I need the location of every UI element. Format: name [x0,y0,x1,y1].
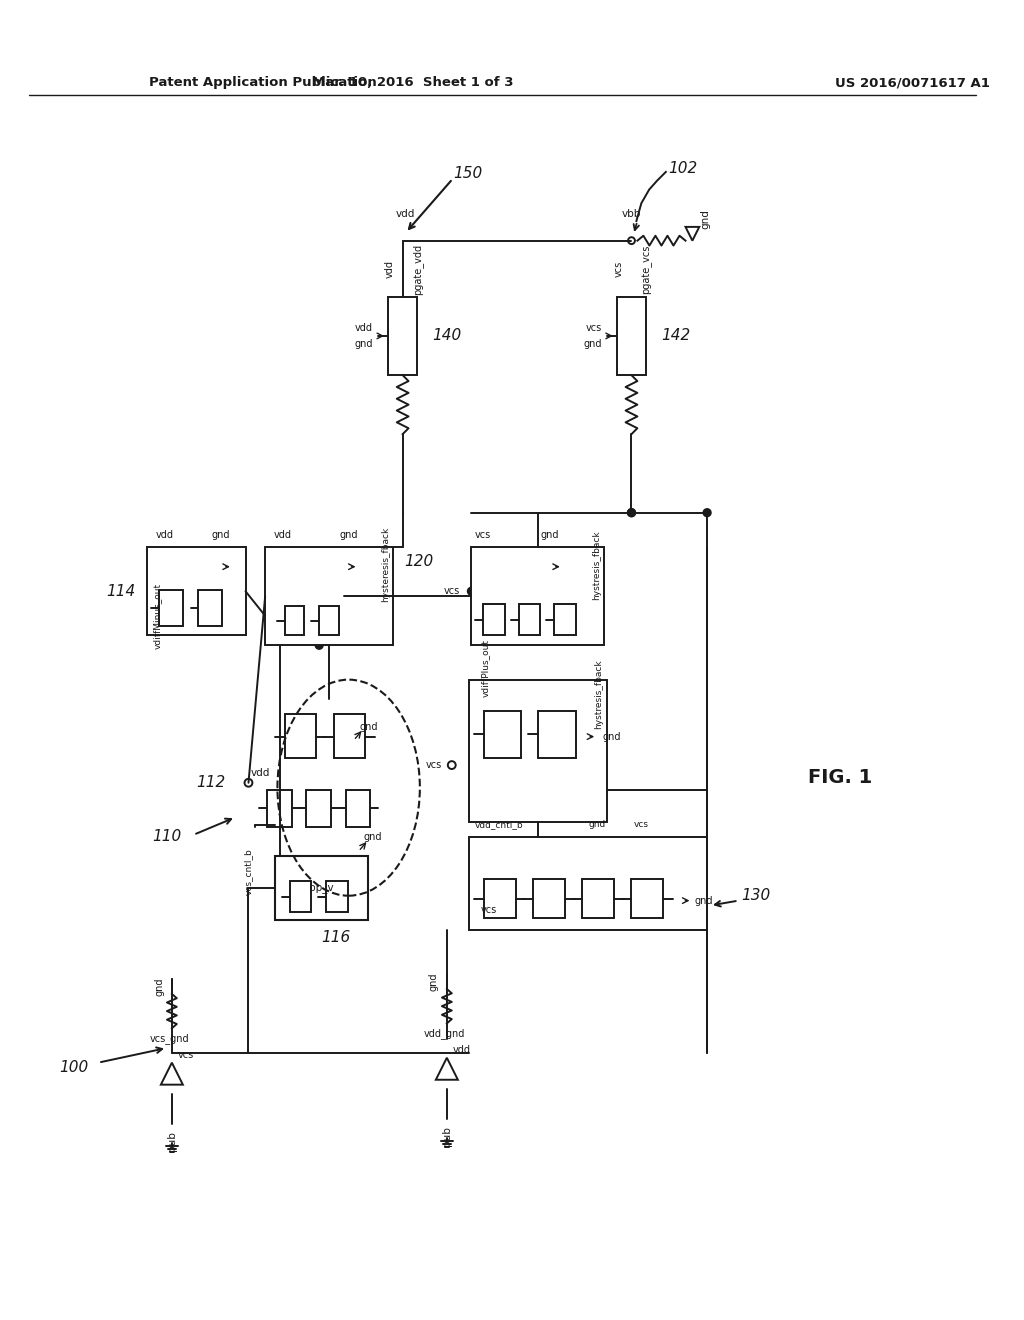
Bar [484,711,521,758]
Text: Mar. 10, 2016  Sheet 1 of 3: Mar. 10, 2016 Sheet 1 of 3 [311,77,513,88]
Text: vcs: vcs [443,586,460,597]
Text: vdd: vdd [453,1045,471,1055]
Text: vcs: vcs [613,261,624,277]
Text: vdiffMinus_out: vdiffMinus_out [154,582,162,649]
Bar [306,789,331,826]
Text: gnd: gnd [602,731,622,742]
Text: hysteresis_fback: hysteresis_fback [381,527,390,602]
Text: 100: 100 [59,1060,88,1074]
Bar [285,714,316,758]
Text: gnd: gnd [589,821,606,829]
Text: vcs: vcs [481,906,498,916]
Text: vbb: vbb [622,209,641,219]
Circle shape [315,642,324,649]
Text: 110: 110 [153,829,181,845]
Text: vdd_cntl_b: vdd_cntl_b [474,821,523,829]
Text: 114: 114 [106,583,135,599]
Text: hystresis_fback: hystresis_fback [592,529,601,599]
Text: vcs_gnd: vcs_gnd [151,1032,189,1044]
Text: vdd: vdd [355,323,373,333]
Text: gnd: gnd [339,531,358,540]
Text: vdd: vdd [273,531,292,540]
Text: vdd: vdd [156,531,174,540]
Circle shape [703,508,711,516]
Text: pgate_vcs: pgate_vcs [641,244,651,294]
Bar [290,880,311,912]
Text: vcs_cntl_b: vcs_cntl_b [244,847,253,895]
Bar [616,297,646,375]
Bar [632,879,663,919]
Text: pp_v: pp_v [309,883,334,894]
Text: 116: 116 [321,931,350,945]
Text: gnd: gnd [354,339,373,348]
Text: 112: 112 [197,775,226,791]
Text: gnd: gnd [541,531,559,540]
Text: 140: 140 [432,329,462,343]
Bar [484,879,516,919]
Text: vdd: vdd [385,260,395,279]
Bar [285,606,304,635]
Text: Patent Application Publication: Patent Application Publication [150,77,377,88]
Bar [469,837,708,931]
Text: vdd_gnd: vdd_gnd [424,1028,466,1039]
Bar [346,789,371,826]
Bar [265,546,393,645]
Text: hystresis_fback: hystresis_fback [594,659,603,729]
Text: vcs: vcs [178,1049,194,1060]
Circle shape [468,587,475,595]
Text: pgate_vdd: pgate_vdd [413,244,423,294]
Text: US 2016/0071617 A1: US 2016/0071617 A1 [835,77,989,88]
Text: pub: pub [441,1126,452,1146]
Text: gnd: gnd [359,722,378,731]
Bar [539,711,575,758]
Text: vdiffPlus_out: vdiffPlus_out [481,639,490,697]
Circle shape [148,587,156,595]
Text: 102: 102 [668,161,697,177]
Text: vcs: vcs [426,760,442,770]
Text: gnd: gnd [212,531,230,540]
Text: 142: 142 [660,329,690,343]
Bar [554,605,575,635]
Text: FIG. 1: FIG. 1 [808,768,871,787]
Circle shape [628,508,636,516]
Text: vcs: vcs [475,531,492,540]
Bar [483,605,505,635]
Bar [159,590,182,626]
Text: gnd: gnd [154,978,164,997]
Bar [518,605,540,635]
Bar [319,606,339,635]
Text: 120: 120 [404,554,434,569]
Text: gnd: gnd [700,209,711,228]
Bar [583,879,613,919]
Text: vcs: vcs [586,323,602,333]
Bar [471,546,604,645]
Bar [388,297,418,375]
Bar [469,680,607,822]
Text: gnd: gnd [695,895,714,906]
Circle shape [628,508,636,516]
Text: pub: pub [167,1131,177,1151]
Text: vdd: vdd [396,209,416,219]
Bar [334,714,366,758]
Text: gnd: gnd [364,832,382,842]
Text: 150: 150 [454,166,483,181]
Text: vdd: vdd [251,768,269,777]
Text: gnd: gnd [429,973,439,991]
Bar [147,546,246,635]
Bar [326,880,348,912]
Text: vcs: vcs [634,821,649,829]
Bar [267,789,292,826]
Text: gnd: gnd [584,339,602,348]
Bar [199,590,222,626]
Bar [275,857,369,920]
Bar [534,879,564,919]
Text: 130: 130 [741,888,771,903]
